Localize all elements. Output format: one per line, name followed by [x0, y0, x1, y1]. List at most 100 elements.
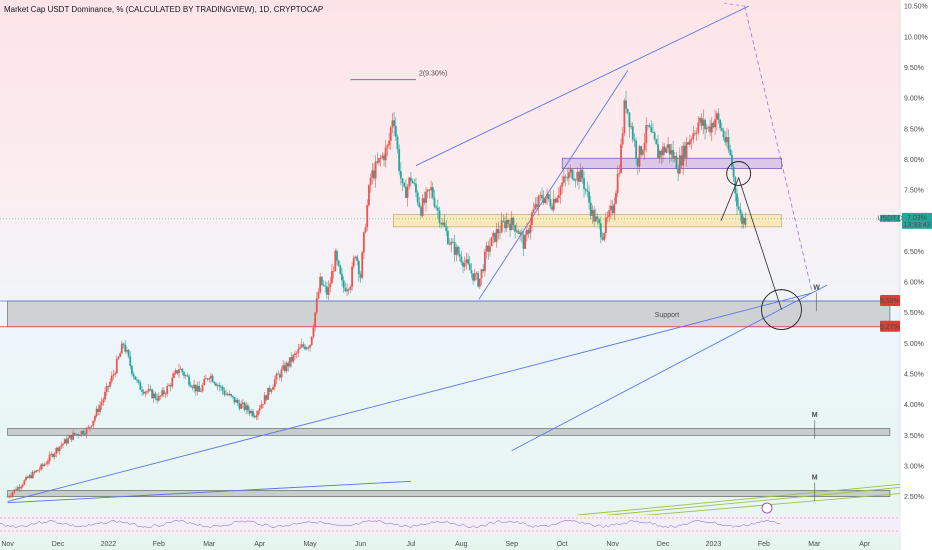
candle-body [672, 150, 675, 159]
candle-body [78, 435, 81, 437]
candle-body [87, 427, 90, 429]
candle-body [705, 127, 708, 130]
candle-body [341, 274, 343, 281]
candle-body [68, 435, 71, 439]
candle-body [243, 402, 246, 411]
candle-body [354, 256, 357, 259]
candle-body [201, 385, 204, 392]
candle-body [426, 189, 429, 192]
wave-label: M [812, 474, 818, 481]
candle-body [438, 210, 441, 224]
candle-body [446, 231, 449, 244]
candle-body [43, 464, 46, 466]
x-tick-label: 2023 [706, 541, 722, 548]
candle-body [403, 183, 406, 187]
candle-body [710, 122, 713, 133]
candle-body [554, 198, 557, 203]
candle-body [77, 434, 80, 436]
candle-body [381, 155, 384, 159]
candle-body [245, 405, 248, 411]
candle-body [505, 219, 508, 229]
candle-body [507, 219, 510, 224]
x-tick-label: Dec [657, 541, 670, 548]
candle-body [31, 471, 34, 479]
candle-body [125, 350, 128, 352]
candle-body [324, 285, 327, 287]
candle-body [615, 192, 617, 204]
candle-body [260, 404, 263, 409]
candle-body [285, 362, 288, 372]
candle-body [694, 133, 696, 135]
y-tick-label: 8.50% [904, 126, 924, 133]
candle-body [559, 186, 562, 196]
candle-body [142, 391, 145, 394]
candle-body [561, 182, 564, 187]
candle-body [361, 252, 364, 278]
candle-body [310, 336, 313, 346]
candle-body [241, 402, 244, 404]
candle-body [598, 219, 601, 224]
candle-body [63, 439, 66, 444]
y-tick-label: 2.50% [904, 494, 924, 501]
candle-body [45, 463, 48, 465]
wave-label: W [813, 284, 820, 291]
candle-body [70, 435, 73, 440]
candle-body [314, 312, 317, 328]
candle-body [258, 408, 261, 411]
annotations-layer: W M M [720, 2, 820, 514]
y-tick-label: 4.00% [904, 402, 924, 409]
x-tick-label: Nov [1, 541, 14, 548]
candle-body [690, 139, 693, 141]
candle-body [667, 144, 669, 149]
support-bottom-badge-box [880, 320, 900, 332]
candle-body [325, 286, 328, 295]
candle-body [562, 176, 565, 183]
candle-body [233, 396, 236, 403]
candle-body [677, 169, 680, 174]
candle-body [346, 289, 348, 292]
price-axis: 10.50% 10.00% 9.50% 9.00% 8.50% 8.00% 7.50% 7.0… [877, 4, 932, 501]
candle-body [97, 408, 100, 412]
candle-body [8, 496, 11, 498]
candle-body [717, 113, 720, 120]
candle-body [194, 384, 197, 392]
candle-body [689, 140, 691, 145]
candle-body [332, 271, 335, 272]
candle-body [398, 149, 401, 172]
candle-body [248, 410, 251, 414]
candle-body [551, 206, 554, 210]
projection-path [720, 176, 782, 310]
current-price-text: 7.03% [907, 215, 927, 222]
candle-body [374, 161, 377, 179]
channel-1-upper-line [415, 5, 749, 166]
candle-body [662, 146, 664, 156]
candle-body [394, 125, 397, 137]
candle-body [173, 373, 175, 378]
candle-body [230, 393, 232, 396]
candle-body [428, 189, 431, 191]
candle-body [588, 191, 590, 203]
candle-body [183, 372, 185, 376]
candle-body [638, 146, 641, 167]
candle-body [410, 177, 412, 182]
candle-body [20, 486, 22, 489]
candle-body [181, 368, 184, 373]
current-symbol-box [880, 214, 900, 222]
y-tick-label: 3.00% [904, 463, 924, 470]
candle-body [722, 130, 725, 138]
candle-body [608, 210, 611, 217]
candle-body [610, 205, 612, 211]
candle-body [196, 385, 199, 392]
candle-body [640, 146, 643, 155]
candle-body [154, 393, 157, 399]
candle-body [510, 217, 513, 231]
candle-body [267, 387, 269, 400]
candle-body [351, 266, 354, 287]
candle-body [339, 265, 342, 275]
candle-body [613, 203, 616, 214]
candle-body [228, 393, 231, 396]
candle-body [480, 269, 483, 279]
candle-body [110, 375, 113, 382]
candle-body [246, 405, 249, 411]
chart-title: Market Cap USDT Dominance, % (CALCULATED… [4, 5, 323, 14]
